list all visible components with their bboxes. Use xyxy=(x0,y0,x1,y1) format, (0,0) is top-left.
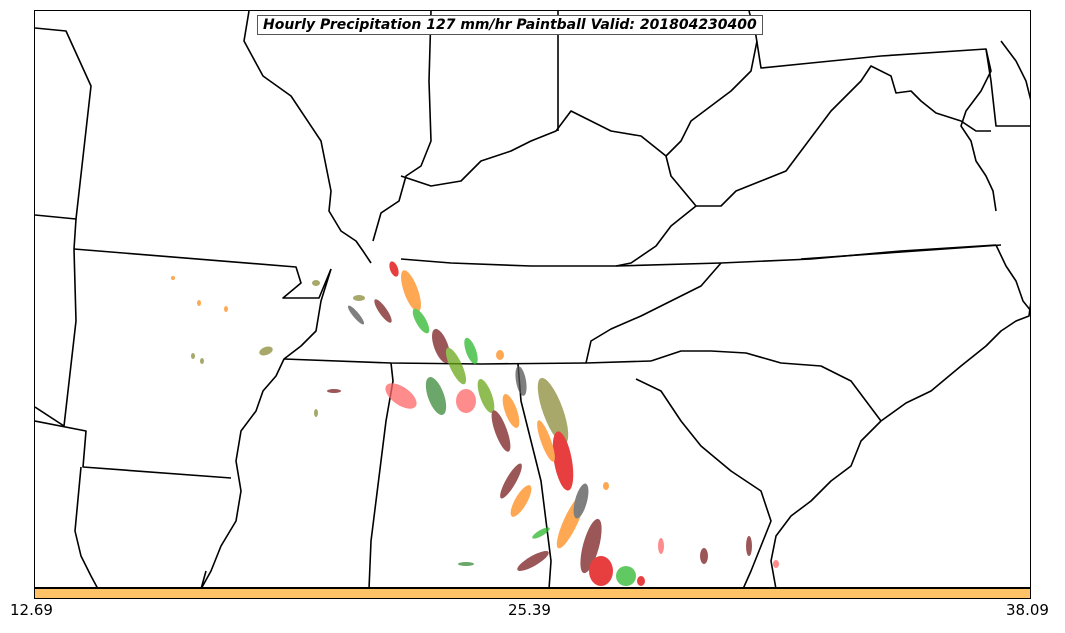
border-ohio-pennsylvania xyxy=(748,11,1030,127)
border-illinois-indiana xyxy=(372,11,432,242)
precip-blob xyxy=(580,518,602,574)
border-arkansas-mississippi-river xyxy=(201,268,332,587)
map-canvas xyxy=(35,11,1030,587)
precip-blob xyxy=(477,378,495,414)
precip-blob xyxy=(616,566,636,586)
precip-blob xyxy=(517,551,549,571)
precip-blob xyxy=(773,560,779,568)
map-panel xyxy=(34,10,1031,588)
border-texas-louisiana xyxy=(74,466,98,587)
border-arkansas-louisiana xyxy=(35,420,232,479)
border-missouri-kansas xyxy=(35,27,92,220)
coastline-atlantic xyxy=(770,420,882,587)
precip-blob xyxy=(327,389,341,393)
precip-blob xyxy=(314,409,318,417)
precip-blob xyxy=(573,483,589,519)
coastline-carolinas xyxy=(880,302,1030,422)
precip-blob xyxy=(658,538,664,554)
precip-blob xyxy=(537,420,555,462)
precip-blob xyxy=(532,527,550,539)
precip-blob xyxy=(401,270,421,312)
colorbar xyxy=(34,588,1031,599)
precipitation-paintballs xyxy=(171,261,779,586)
coastline-virginia xyxy=(995,244,1030,312)
border-alabama-georgia xyxy=(517,363,552,587)
precip-blob xyxy=(700,548,708,564)
precip-blob xyxy=(515,366,527,396)
colorbar-tick-max: 38.09 xyxy=(1006,601,1049,619)
precip-blob xyxy=(464,337,478,365)
border-tennessee-north-carolina xyxy=(585,262,722,364)
border-indiana-ohio-river xyxy=(400,40,758,187)
precip-blob xyxy=(537,377,569,445)
colorbar-tick-min: 12.69 xyxy=(10,601,53,619)
precip-blob xyxy=(191,353,195,359)
precip-blob xyxy=(312,280,320,286)
border-georgia-south-carolina xyxy=(650,350,882,422)
precip-blob xyxy=(259,346,273,356)
precip-blob xyxy=(412,308,430,334)
precip-blob xyxy=(445,347,467,385)
border-mississippi-alabama xyxy=(368,362,394,587)
border-sc-georgia-river xyxy=(635,378,772,587)
precip-blob xyxy=(385,383,417,409)
precip-blob xyxy=(500,463,522,499)
precip-blob xyxy=(200,358,204,364)
border-missouri-arkansas xyxy=(73,248,332,299)
chesapeake-bay xyxy=(960,48,997,212)
map-title: Hourly Precipitation 127 mm/hr Paintball… xyxy=(257,15,763,35)
precip-blob xyxy=(171,276,175,280)
mississippi-river-lower xyxy=(200,570,207,587)
precip-blob xyxy=(637,576,645,586)
precip-blob xyxy=(502,393,520,429)
precip-blob xyxy=(353,295,365,301)
border-oklahoma-arkansas xyxy=(35,218,77,427)
colorbar-tick-mid: 25.39 xyxy=(508,601,551,619)
border-west-virginia xyxy=(665,65,991,207)
precip-blob xyxy=(603,482,609,490)
border-tennessee-south xyxy=(283,358,652,365)
precip-blob xyxy=(347,305,365,325)
precip-blob xyxy=(224,306,228,312)
precip-blob xyxy=(197,300,201,306)
precip-blob xyxy=(456,389,476,413)
precip-blob xyxy=(431,328,451,364)
border-north-carolina-virginia xyxy=(800,244,1002,260)
border-illinois-west xyxy=(243,11,372,264)
precip-blob xyxy=(389,261,399,277)
precip-blob xyxy=(374,299,392,323)
border-kentucky-tennessee xyxy=(400,244,997,267)
state-borders xyxy=(35,11,1030,587)
precip-blob xyxy=(496,350,504,360)
precip-blob xyxy=(458,562,474,566)
delmarva xyxy=(1000,40,1030,101)
precip-blob xyxy=(589,556,613,586)
precip-blob xyxy=(491,410,511,452)
border-kentucky-virginia xyxy=(615,205,697,267)
precip-blob xyxy=(425,377,447,415)
precip-blob xyxy=(552,431,574,491)
precip-blob xyxy=(510,485,532,517)
precip-blob xyxy=(746,536,752,556)
